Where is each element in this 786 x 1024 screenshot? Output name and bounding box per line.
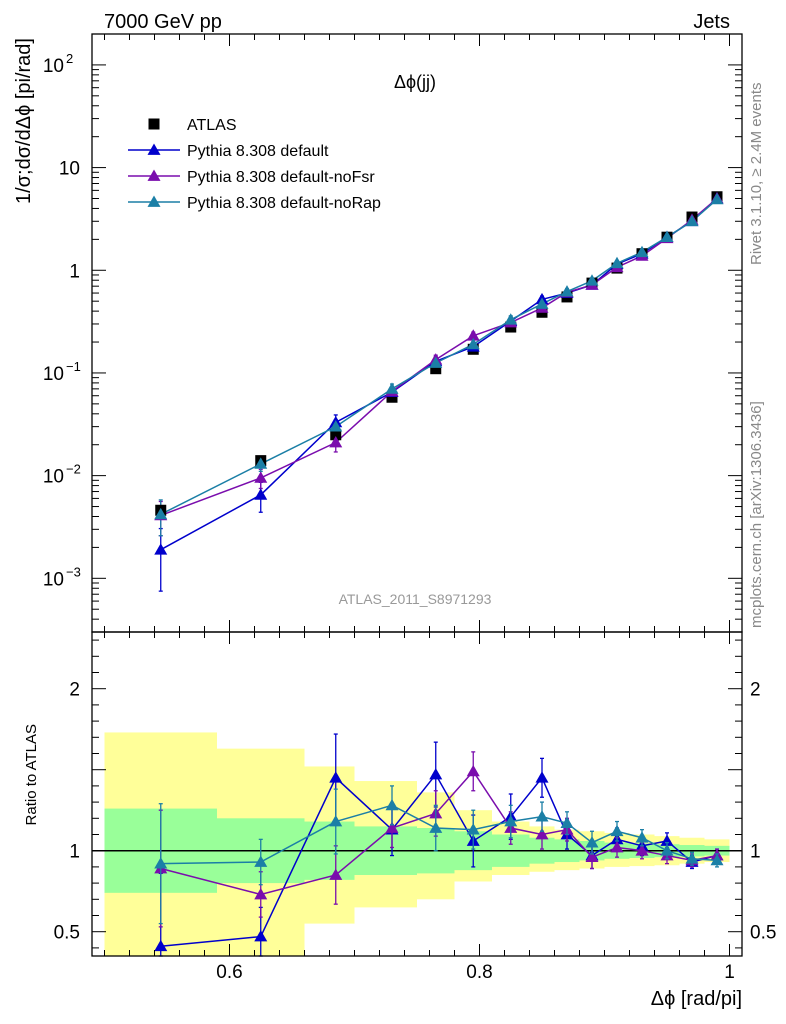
ratio-point [254,887,268,900]
ratio-point [535,810,549,822]
mcplots-label: mcplots.cern.ch [arXiv:1306.3436] [748,401,765,628]
mc-point [154,543,168,555]
mc-point [610,256,624,269]
y-tick-exponent: −3 [66,564,81,579]
mc-point [329,420,343,432]
mc-point [254,488,268,500]
mc-point [504,313,518,325]
x-tick-label: 0.8 [466,962,492,983]
legend-marker [147,195,161,207]
atlas-point [430,363,442,375]
ratio-point [610,824,624,837]
y-tick-exponent: −2 [66,462,81,477]
ratio-point [154,939,168,952]
ratio-point [429,768,443,780]
ratio-point [560,816,574,829]
y-axis-label: 1/σ;dσ/dΔϕ [pi/rad] [13,38,35,204]
y-tick-label: 10 [43,364,64,385]
mc-point [329,436,343,448]
mc-point [635,245,649,258]
header-right: Jets [693,11,730,33]
ratio-point [466,764,480,777]
ratio-point [466,823,480,835]
legend-marker [147,169,161,181]
ratio-point [660,844,674,856]
mc-point [535,297,549,309]
y-tick-label: 1 [69,261,80,282]
y-tick-label: 10 [43,569,64,590]
mc-point [429,356,443,368]
ratio-point [535,828,549,840]
ratio-point [660,834,674,846]
ratio-point [710,853,724,866]
y-tick-label-right: 0.5 [750,923,776,944]
rivet-label: Rivet 3.1.10, ≥ 2.4M events [748,83,765,266]
atlas-point [386,391,398,403]
ratio-point [329,868,343,880]
y-tick-label-left: 1 [69,842,80,863]
x-axis-label: Δϕ [rad/pi] [651,988,742,1010]
ratio-point [385,821,399,833]
mc-point [466,337,480,350]
legend-label: Pythia 8.308 default-noRap [187,195,381,212]
ratio-point [535,771,549,783]
plot-title: Δϕ(jj) [394,72,436,92]
ratio-point [429,821,443,833]
y-tick-label-left: 2 [69,680,80,701]
mc-point [254,457,268,469]
ratio-point [504,815,518,827]
y-tick-label-right: 1 [750,842,761,863]
ratio-point [154,857,168,869]
y-tick-label: 10 [59,159,80,180]
ratio-point [329,815,343,827]
ratio-point [329,771,343,783]
mc-point [254,471,268,483]
mc-point [560,285,574,297]
ratio-point [685,852,699,864]
mc-point [685,214,699,227]
mc-point [660,230,674,243]
ratio-point [635,831,649,843]
legend-marker [147,143,161,155]
mc-point [154,507,168,520]
legend-label: ATLAS [187,117,237,134]
ratio-point [635,844,649,856]
y-tick-label: 10 [43,56,64,77]
ratio-point [385,798,399,811]
legend-marker-atlas [148,118,160,130]
ratio-y-axis-label: Ratio to ATLAS [23,724,40,825]
analysis-watermark: ATLAS_2011_S8971293 [339,591,492,607]
ratio-point [254,855,268,867]
mc-point [466,329,480,341]
y-tick-label-left: 0.5 [54,923,80,944]
ratio-point [254,930,268,942]
y-tick-label: 10 [43,467,64,488]
mc-point [585,274,599,286]
ratio-panel: 0.6 0.8 1 0.5 0.5 1 1 2 2 Ratio to ATLAS Δϕ [rad/p… [23,631,776,1010]
x-tick-label: 1 [724,962,735,983]
atlas-point [330,429,342,441]
y-tick-exponent: 2 [66,51,73,66]
legend-label: Pythia 8.308 default [187,143,329,160]
legend-label: Pythia 8.308 default-noFsr [187,169,375,186]
x-tick-label: 0.6 [216,962,242,983]
y-tick-exponent: −1 [66,359,81,374]
mc-point [385,382,399,394]
header-left: 7000 GeV pp [104,11,222,33]
ratio-point [585,836,599,848]
ratio-frame [91,631,743,957]
ratio-point [610,840,624,853]
y-tick-label-right: 2 [750,680,761,701]
mc-series-line [160,197,718,517]
ratio-point [585,850,599,863]
mc-point [710,192,724,205]
